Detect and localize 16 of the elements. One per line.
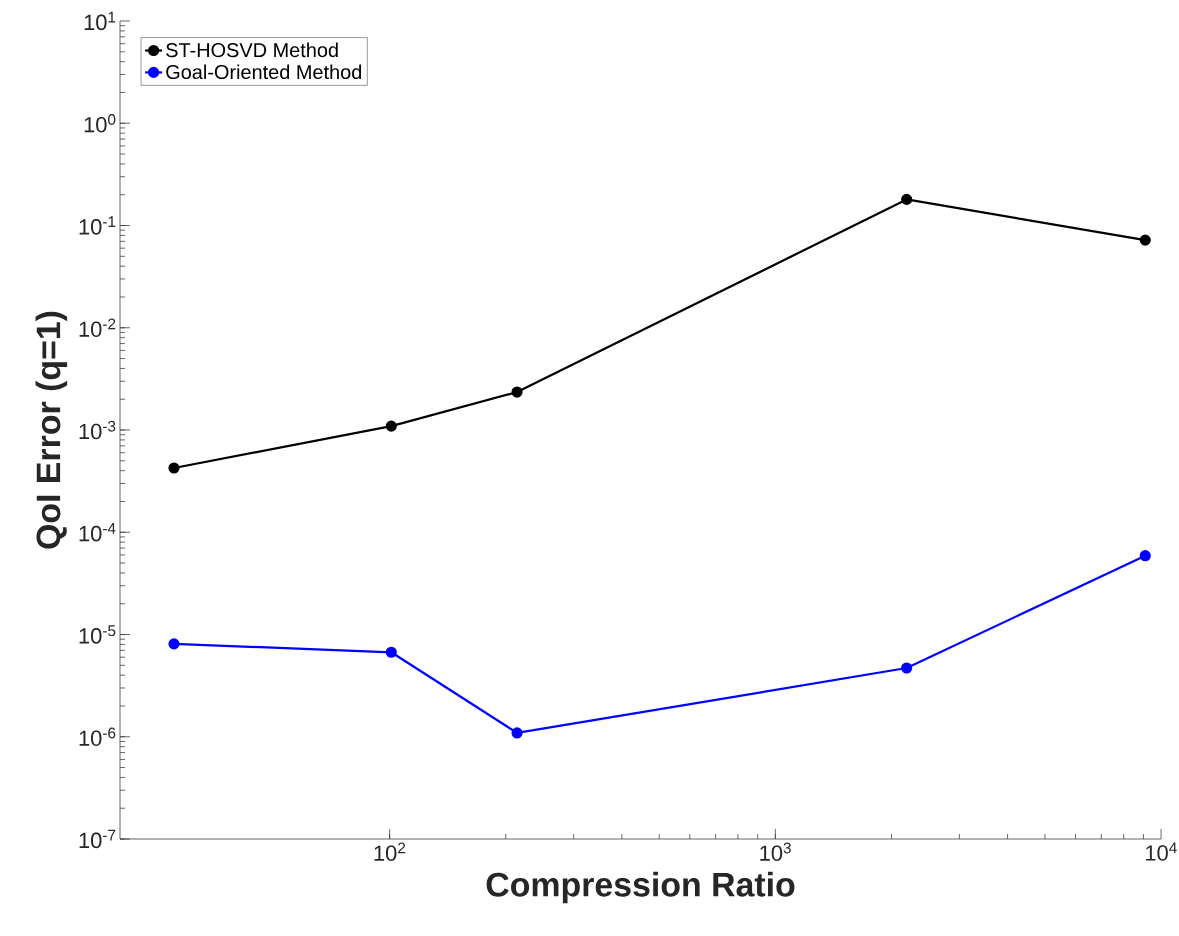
y-tick-label: 10$^{0}$: [84, 114, 116, 133]
x-axis-title: Compression Ratio: [486, 871, 795, 904]
y-tick-label: 10$^{-2}$: [79, 318, 116, 337]
legend-label: ST-HOSVD Method: [166, 42, 338, 58]
y-axis-title: QoI Error (q=1): [35, 311, 68, 549]
y-tick-label: 10$^{-6}$: [79, 727, 116, 746]
x-tick-label: 10$^{3}$: [760, 842, 791, 861]
y-tick-label: 10$^{1}$: [84, 11, 116, 31]
y-tick-label: 10$^{-3}$: [79, 420, 116, 440]
y-tick-label: 10$^{-1}$: [79, 216, 116, 235]
y-tick-label: 10$^{-5}$: [79, 625, 116, 644]
y-tick-label: 10$^{-4}$: [79, 523, 116, 542]
x-tick-label: 10$^{2}$: [374, 842, 406, 861]
y-tick-label: 10$^{-7}$: [79, 829, 116, 849]
x-tick-label: 10$^{4}$: [1146, 842, 1177, 861]
legend-label: Goal-Oriented Method: [166, 64, 362, 80]
